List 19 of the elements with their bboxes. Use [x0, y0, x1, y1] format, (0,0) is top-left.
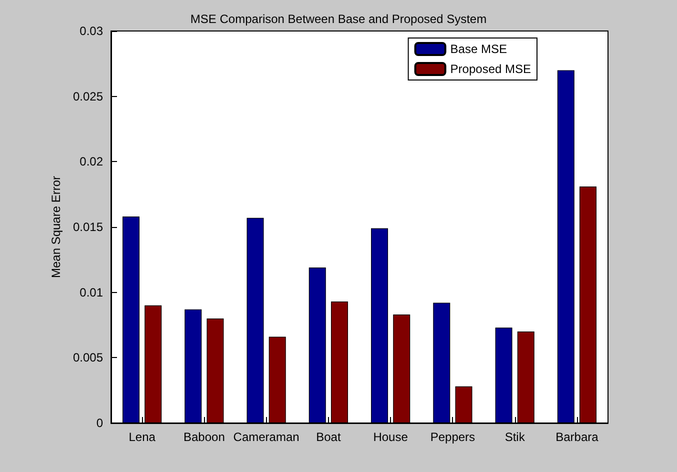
x-tick-label: Lena	[128, 430, 156, 444]
y-tick-label: 0	[96, 416, 104, 430]
legend-label: Proposed MSE	[450, 62, 532, 76]
x-tick-label: Baboon	[184, 430, 225, 444]
x-tick-label: Cameraman	[233, 430, 300, 444]
y-tick-label: 0.025	[72, 89, 104, 104]
chart-title: MSE Comparison Between Base and Proposed System	[190, 12, 487, 26]
y-tick-label: 0.02	[80, 154, 104, 169]
x-tick-label: Boat	[316, 430, 342, 444]
x-tick-label: House	[373, 430, 408, 444]
x-tick-label: Stik	[504, 430, 526, 444]
y-axis-title: Mean Square Error	[49, 176, 64, 278]
y-tick-label: 0.015	[72, 220, 104, 234]
x-tick-label: Barbara	[556, 430, 599, 444]
x-tick-label: Peppers	[430, 430, 476, 444]
legend-label: Base MSE	[450, 42, 507, 56]
y-tick-label: 0.005	[72, 350, 104, 365]
y-tick-label: 0.03	[80, 24, 104, 38]
y-tick-label: 0.01	[80, 285, 104, 300]
